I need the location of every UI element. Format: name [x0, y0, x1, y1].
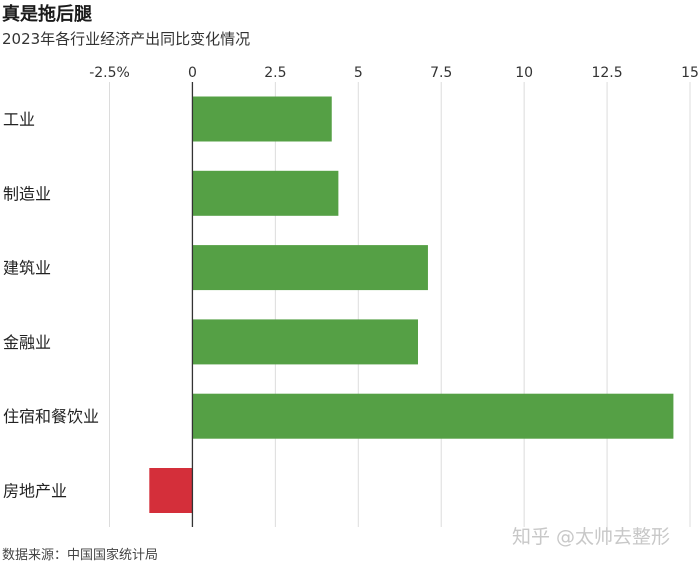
bar [192, 393, 674, 439]
x-tick-label: 12.5 [591, 65, 622, 81]
x-tick-label: -2.5% [89, 65, 130, 81]
category-label: 建筑业 [3, 259, 51, 278]
x-tick-label: 2.5 [264, 65, 286, 81]
bar [149, 468, 193, 513]
category-label: 住宿和餐饮业 [3, 407, 99, 426]
chart-subtitle: 2023年各行业经济产出同比变化情况 [2, 30, 251, 48]
bar [192, 319, 418, 365]
x-tick-label: 10 [515, 65, 533, 81]
watermark: 知乎 @太帅去整形 [512, 526, 671, 548]
category-label: 房地产业 [3, 482, 67, 501]
bars [149, 96, 674, 513]
bar [192, 170, 339, 216]
x-tick-label: 0 [188, 65, 197, 81]
x-tick-label: 7.5 [430, 65, 452, 81]
chart-title: 真是拖后腿 [2, 4, 92, 25]
x-axis-ticks: -2.5% 0 2.5 5 7.5 10 12.5 15 [89, 65, 699, 81]
category-label: 金融业 [3, 333, 51, 352]
grid-lines [109, 82, 691, 527]
bar [192, 245, 428, 291]
source-note: 数据来源：中国国家统计局 [2, 548, 159, 563]
x-tick-label: 15 [681, 65, 699, 81]
bar [192, 96, 332, 142]
category-label: 制造业 [3, 184, 51, 203]
category-label: 工业 [3, 110, 35, 129]
x-tick-label: 5 [354, 65, 363, 81]
